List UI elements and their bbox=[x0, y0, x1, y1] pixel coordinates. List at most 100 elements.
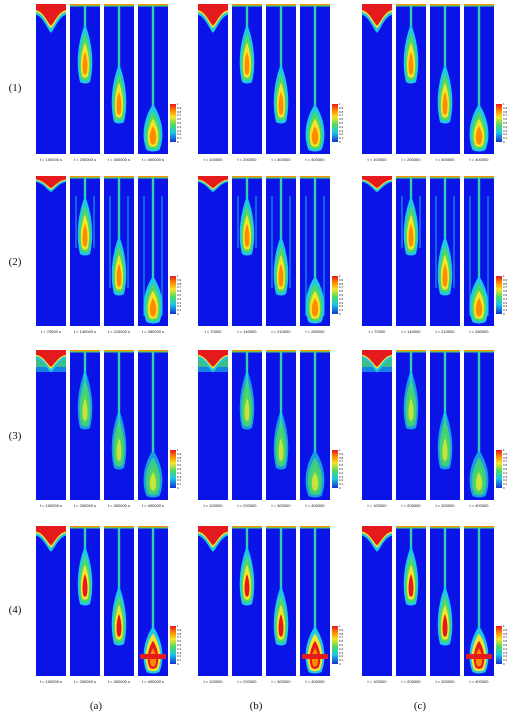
time-label: t = 100000 s bbox=[39, 157, 63, 162]
time-label: t = 200000 bbox=[401, 157, 421, 162]
concentration-field bbox=[198, 4, 228, 33]
concentration-field bbox=[198, 350, 228, 373]
simulation-panel bbox=[300, 350, 330, 500]
colorbar-tick: 1 bbox=[339, 448, 341, 452]
colorbar-ticks: 1 0.9 0.8 0.7 0.6 0.5 0.4 0.3 0.2 0.1 0 bbox=[339, 449, 349, 493]
time-label: t = 300000 s bbox=[107, 679, 131, 684]
simulation-panel bbox=[396, 526, 426, 676]
concentration-field bbox=[232, 4, 262, 84]
time-label: t = 70000 bbox=[368, 329, 386, 334]
colorbar-tick: 0 bbox=[503, 312, 505, 316]
colorbar-tick: 0.3 bbox=[503, 474, 508, 479]
simulation-panel bbox=[70, 176, 100, 326]
colorbar-tick: 0.8 bbox=[503, 281, 508, 286]
colorbar-tick: 0.6 bbox=[177, 463, 182, 468]
colorbar-tick: 0.5 bbox=[339, 121, 344, 125]
colorbar-tick: 0.1 bbox=[339, 658, 344, 663]
colorbar-tick: 0.1 bbox=[177, 136, 182, 141]
simulation-panel bbox=[232, 526, 262, 676]
colorbar bbox=[170, 450, 176, 488]
colorbar-tick: 0.9 bbox=[177, 451, 182, 456]
concentration-field bbox=[232, 526, 262, 606]
simulation-panel bbox=[362, 4, 392, 154]
time-label: t = 210000 bbox=[271, 329, 291, 334]
time-label: t = 300000 bbox=[271, 157, 291, 162]
colorbar-tick: 0 bbox=[177, 662, 179, 666]
colorbar-tick: 0.7 bbox=[503, 459, 508, 464]
colorbar-ticks: 1 0.9 0.8 0.7 0.6 0.5 0.4 0.3 0.2 0.1 0 bbox=[339, 103, 349, 147]
time-label: t = 100000 bbox=[203, 157, 223, 162]
colorbar-tick: 0 bbox=[503, 662, 505, 666]
concentration-field bbox=[70, 350, 100, 430]
colorbar-tick: 0.9 bbox=[177, 627, 182, 632]
simulation-panel bbox=[36, 526, 66, 676]
concentration-field bbox=[396, 176, 426, 256]
concentration-field bbox=[70, 526, 100, 606]
time-label: t = 400000 bbox=[305, 679, 325, 684]
colorbar-tick: 0.6 bbox=[503, 117, 508, 122]
simulation-panel bbox=[198, 350, 228, 500]
colorbar-tick: 0.8 bbox=[503, 109, 508, 114]
concentration-field bbox=[464, 4, 494, 152]
colorbar-tick: 0 bbox=[503, 486, 505, 490]
simulation-panel bbox=[232, 4, 262, 154]
colorbar-tick: 0 bbox=[177, 140, 179, 144]
colorbar-tick: 1 bbox=[177, 624, 179, 628]
time-label: t = 300000 s bbox=[107, 503, 131, 508]
colorbar-tick: 0.6 bbox=[177, 289, 182, 294]
colorbar-tick: 0.1 bbox=[503, 136, 508, 141]
colorbar-tick: 0.9 bbox=[503, 105, 508, 110]
colorbar-ticks: 1 0.9 0.8 0.7 0.6 0.5 0.4 0.3 0.2 0.1 0 bbox=[503, 625, 513, 669]
time-label: t = 100000 s bbox=[39, 503, 63, 508]
colorbar-tick: 0.2 bbox=[177, 478, 182, 483]
concentration-field bbox=[362, 176, 392, 192]
colorbar-tick: 0.6 bbox=[339, 117, 344, 122]
colorbar-tick: 0.5 bbox=[177, 467, 182, 471]
simulation-panel bbox=[396, 176, 426, 326]
time-label: t = 300000 bbox=[435, 157, 455, 162]
colorbar-tick: 0.6 bbox=[177, 117, 182, 122]
concentration-field bbox=[232, 176, 262, 256]
time-label: t = 300000 bbox=[435, 503, 455, 508]
colorbar-tick: 0.9 bbox=[339, 277, 344, 282]
simulation-panel bbox=[36, 350, 66, 500]
colorbar-tick: 0.1 bbox=[503, 482, 508, 487]
time-label: t = 210000 s bbox=[107, 329, 131, 334]
concentration-field bbox=[396, 526, 426, 606]
colorbar-tick: 0.5 bbox=[503, 467, 508, 471]
colorbar bbox=[170, 276, 176, 314]
colorbar bbox=[332, 104, 338, 142]
concentration-field bbox=[300, 350, 330, 498]
time-label: t = 280000 s bbox=[141, 329, 165, 334]
colorbar-tick: 0.2 bbox=[503, 304, 508, 309]
simulation-panel bbox=[36, 176, 66, 326]
colorbar-tick: 0.1 bbox=[503, 658, 508, 663]
column-label: (a) bbox=[89, 700, 103, 712]
colorbar-tick: 0.3 bbox=[503, 128, 508, 133]
colorbar-tick: 0.2 bbox=[339, 654, 344, 659]
colorbar-tick: 0.6 bbox=[339, 463, 344, 468]
colorbar-tick: 0.2 bbox=[503, 654, 508, 659]
concentration-field bbox=[464, 350, 494, 498]
colorbar-tick: 0.4 bbox=[339, 470, 344, 475]
concentration-field bbox=[362, 4, 392, 33]
colorbar bbox=[170, 104, 176, 142]
colorbar-tick: 0 bbox=[339, 486, 341, 490]
time-label: t = 100000 bbox=[367, 157, 387, 162]
colorbar-tick: 0.2 bbox=[177, 132, 182, 137]
colorbar-tick: 1 bbox=[503, 624, 505, 628]
time-label: t = 400000 bbox=[305, 157, 325, 162]
colorbar-tick: 0.9 bbox=[339, 105, 344, 110]
simulation-panel bbox=[396, 350, 426, 500]
colorbar-tick: 0 bbox=[339, 312, 341, 316]
time-label: t = 100000 bbox=[367, 679, 387, 684]
colorbar-ticks: 1 0.9 0.8 0.7 0.6 0.5 0.4 0.3 0.2 0.1 0 bbox=[339, 625, 349, 669]
time-label: t = 140000 bbox=[237, 329, 257, 334]
colorbar-tick: 0.8 bbox=[339, 281, 344, 286]
simulation-panel bbox=[36, 4, 66, 154]
colorbar-tick: 0.6 bbox=[339, 289, 344, 294]
simulation-panel bbox=[464, 176, 494, 326]
colorbar-tick: 0.4 bbox=[503, 124, 508, 129]
time-label: t = 100000 bbox=[203, 679, 223, 684]
simulation-panel bbox=[104, 350, 134, 500]
